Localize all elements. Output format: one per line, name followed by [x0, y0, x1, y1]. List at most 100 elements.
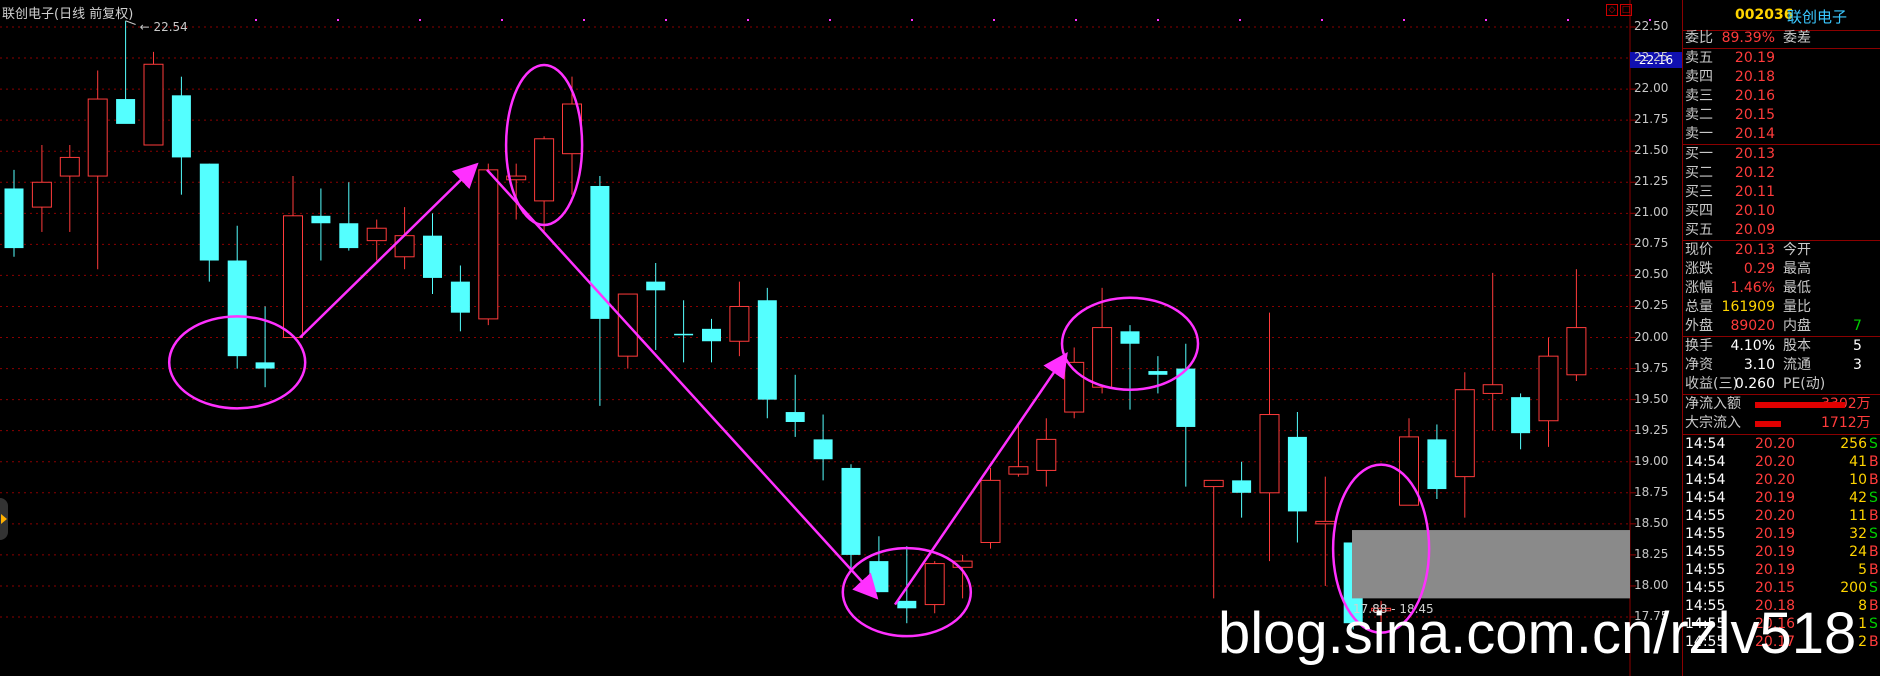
panel-divider	[1683, 144, 1880, 145]
quote-label: 总量	[1685, 299, 1713, 315]
price-grid	[0, 0, 1651, 676]
candle-body	[590, 185, 610, 319]
stat-label-2: 流通	[1783, 357, 1811, 373]
stat-label: 换手	[1685, 338, 1713, 354]
tick-side: S	[1869, 616, 1878, 632]
wei-row: 委比 89.39% 委差	[1683, 29, 1880, 48]
candle	[757, 287, 777, 419]
candle	[4, 169, 24, 257]
tick-price: 20.15	[1755, 580, 1796, 596]
flow-bar	[1755, 421, 1781, 427]
ask-price: 20.16	[1734, 88, 1775, 104]
candle-body	[869, 561, 889, 593]
stat-row: 换手 4.10% 股本 5	[1683, 337, 1880, 356]
candle	[1427, 424, 1447, 499]
tick-price: 20.19	[1755, 562, 1796, 578]
bid-label: 买五	[1685, 222, 1713, 238]
quote-label: 涨幅	[1685, 280, 1713, 296]
top-mark	[583, 19, 585, 21]
quote-row: 现价 20.13 今开	[1683, 241, 1880, 260]
watermark: blog.sina.com.cn/rzlv518	[1218, 601, 1857, 666]
candle	[394, 207, 415, 270]
candle	[1454, 372, 1475, 518]
quote-value: 1.46%	[1730, 280, 1775, 296]
candle-body	[366, 227, 387, 242]
candle	[450, 265, 470, 332]
tick-side: S	[1869, 436, 1878, 452]
quote-label-2: 今开	[1783, 242, 1811, 258]
quote-label-2: 最低	[1783, 280, 1811, 296]
candle-body	[1008, 466, 1029, 475]
candle-body	[1092, 327, 1113, 388]
candle	[1064, 347, 1085, 419]
candle	[1566, 269, 1587, 381]
ask-row: 卖三 20.16	[1683, 87, 1880, 106]
price-tick-label: 21.00	[1634, 205, 1669, 220]
stock-code: 002036	[1735, 7, 1794, 23]
tick-row: 14:55 20.19 5 B	[1683, 561, 1880, 580]
candle-body	[4, 188, 24, 249]
tick-row: 14:54 20.20 41 B	[1683, 453, 1880, 472]
candle	[478, 163, 499, 326]
tick-price: 20.19	[1755, 544, 1796, 560]
wei-cha-label: 委差	[1783, 30, 1811, 46]
panel-divider	[1683, 48, 1880, 49]
candle	[506, 163, 527, 220]
candle	[1176, 343, 1196, 487]
candle-body	[702, 328, 721, 342]
tick-row: 14:55 20.15 200 S	[1683, 579, 1880, 598]
candle-body	[506, 175, 527, 181]
tick-side: B	[1869, 562, 1879, 578]
price-tick-label: 19.50	[1634, 391, 1669, 406]
quote-row: 涨跌 0.29 最高	[1683, 260, 1880, 279]
window-icon[interactable]: □	[1620, 4, 1632, 16]
candle	[116, 20, 136, 124]
bid-label: 买四	[1685, 203, 1713, 219]
wei-bi-value: 89.39%	[1721, 30, 1775, 46]
stock-name[interactable]: 联创电子	[1787, 8, 1848, 26]
candle	[1148, 356, 1168, 394]
ask-label: 卖三	[1685, 88, 1713, 104]
restore-icon[interactable]: ◇	[1606, 4, 1618, 16]
price-tick-label: 22.00	[1634, 81, 1669, 96]
quote-label: 涨跌	[1685, 261, 1713, 277]
quote-label: 外盘	[1685, 318, 1713, 334]
collapse-handle-icon[interactable]	[0, 498, 8, 540]
top-mark	[1321, 19, 1323, 21]
tick-row: 14:55 20.19 32 S	[1683, 525, 1880, 544]
tick-side: B	[1869, 598, 1879, 614]
top-mark	[747, 19, 749, 21]
tick-side: B	[1869, 454, 1879, 470]
price-tick-label: 20.25	[1634, 298, 1669, 313]
candle-body	[283, 215, 303, 339]
ask-row: 卖五 20.19	[1683, 49, 1880, 68]
tick-side: S	[1869, 580, 1878, 596]
quote-row: 总量 161909 量比	[1683, 298, 1880, 317]
ask-price: 20.19	[1734, 50, 1775, 66]
tick-row: 14:55 20.18 8 B	[1683, 597, 1880, 616]
tick-price: 20.20	[1755, 436, 1796, 452]
stat-value-2: 3	[1853, 357, 1862, 373]
quote-label-2: 内盘	[1783, 318, 1811, 334]
candle-body	[1120, 331, 1140, 344]
candle	[59, 145, 80, 232]
tick-time: 14:54	[1685, 490, 1726, 506]
tick-side: B	[1869, 472, 1879, 488]
tick-side: S	[1869, 490, 1878, 506]
candle-body	[199, 163, 219, 261]
tick-time: 14:54	[1685, 436, 1726, 452]
candle-body	[813, 439, 833, 460]
circle-annotation-high-1	[504, 63, 584, 227]
quote-value: 0.29	[1743, 261, 1775, 277]
price-tick-label: 20.50	[1634, 267, 1669, 282]
ask-label: 卖五	[1685, 50, 1713, 66]
candle-body	[1176, 368, 1196, 427]
quote-row: 外盘 89020 内盘 7	[1683, 317, 1880, 336]
tick-row: 14:55 20.17 2 B	[1683, 633, 1880, 652]
ask-row: 卖二 20.15	[1683, 106, 1880, 125]
ask-label: 卖二	[1685, 107, 1713, 123]
top-mark	[1567, 19, 1569, 21]
top-mark	[1157, 19, 1159, 21]
top-mark	[993, 19, 995, 21]
